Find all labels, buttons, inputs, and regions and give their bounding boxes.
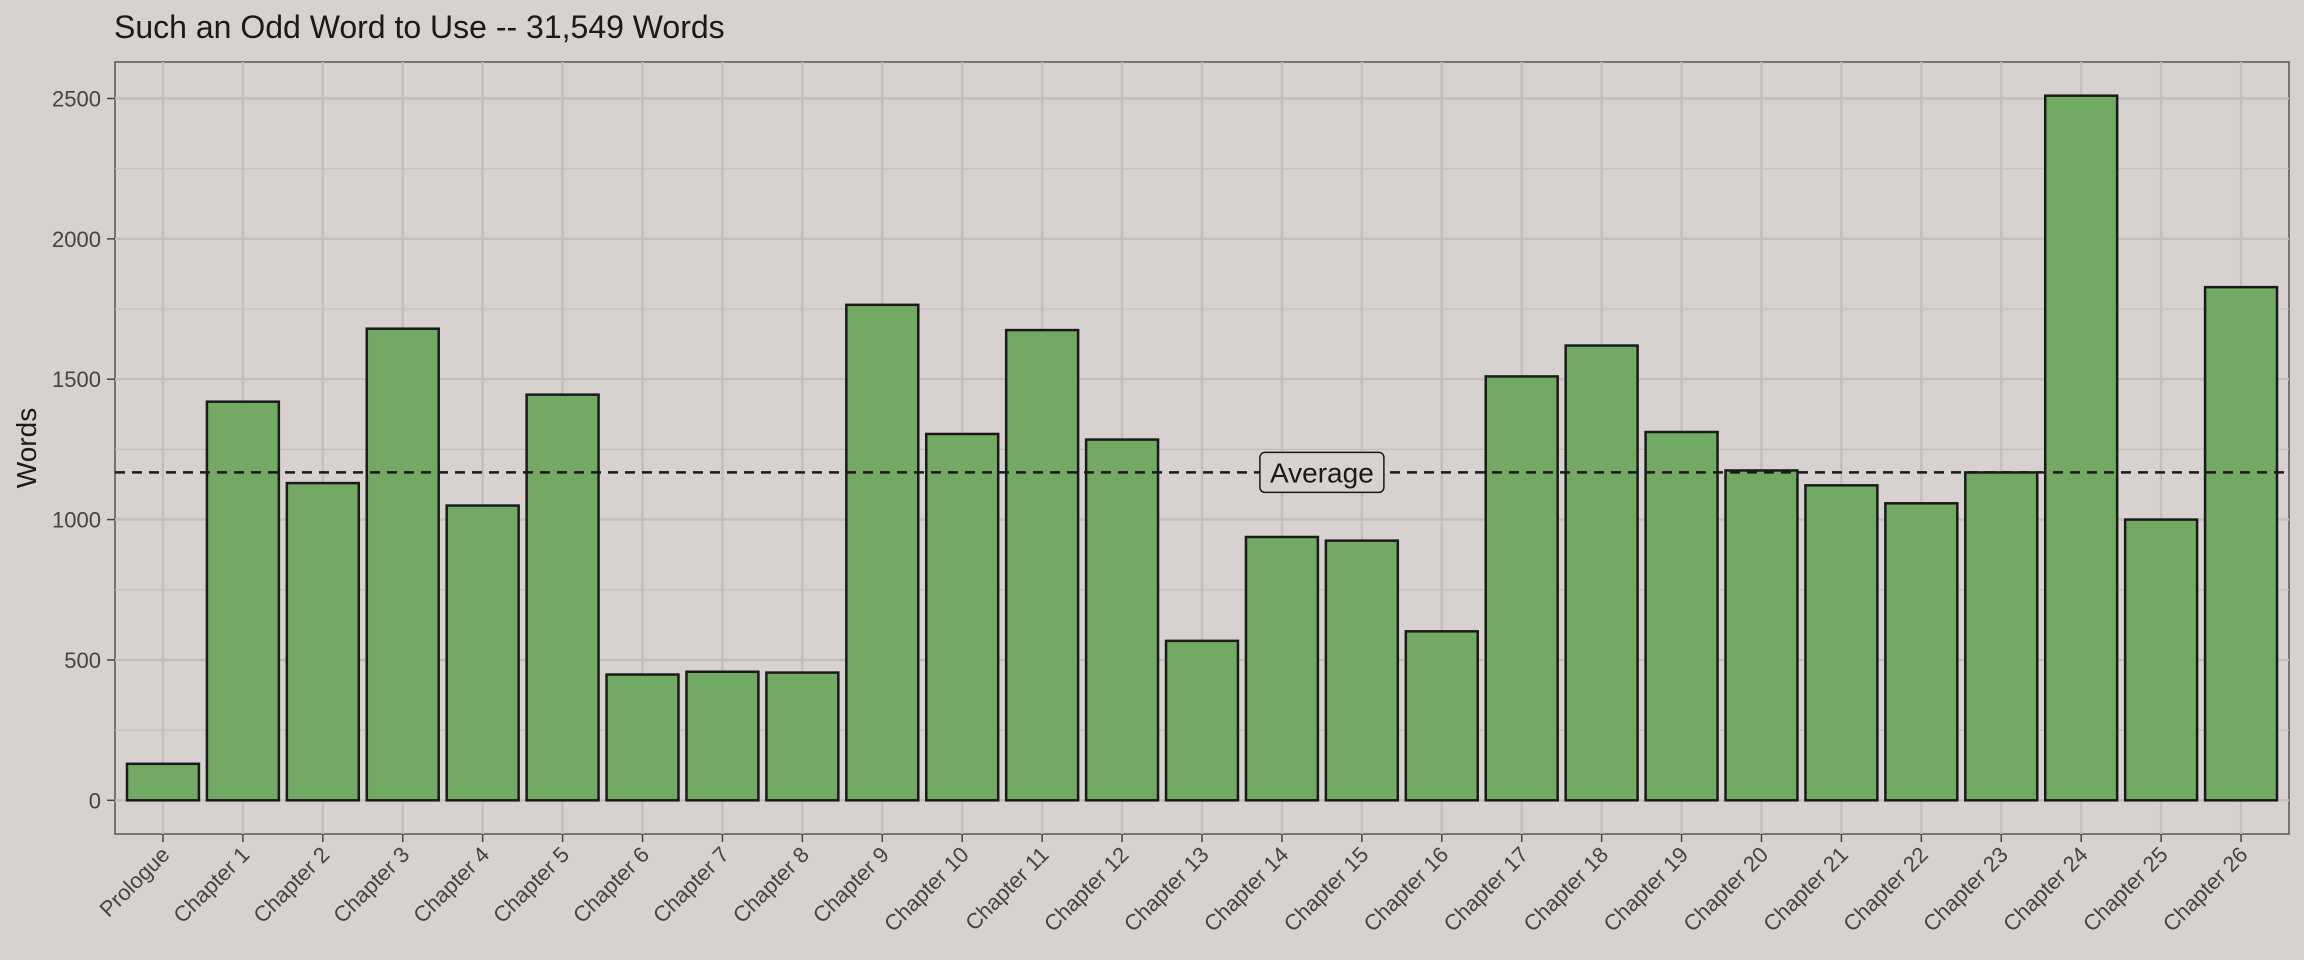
chart-title: Such an Odd Word to Use -- 31,549 Words [114,9,725,45]
x-tick-label: Chapter 20 [1678,842,1773,937]
x-tick-label: Chapter 12 [1039,842,1134,937]
x-tick-label: Chapter 17 [1439,842,1534,937]
bar [1404,630,1479,802]
bar [1884,502,1959,802]
x-tick-label: Chapter 18 [1519,842,1614,937]
x-tick-label: Chapter 19 [1598,842,1693,937]
bar [125,762,201,802]
bar [605,673,680,802]
bar [1164,639,1240,802]
bar [205,400,281,802]
x-tick-label: Chapter 9 [808,842,894,928]
x-tick-label: Prologue [95,842,175,922]
average-line-group: Average [115,451,2289,494]
x-tick-label: Chapter 5 [488,842,574,928]
bar [2203,285,2279,802]
bar [365,327,440,802]
y-tick-label: 2000 [52,227,101,252]
bar [1484,375,1559,802]
bar [2123,518,2199,802]
bar [1804,484,1879,802]
bar [525,393,600,802]
y-axis-label: Words [11,408,42,488]
y-tick-label: 2500 [52,86,101,111]
x-tick-label: Chapter 6 [568,842,654,928]
y-tick-label: 1500 [52,367,101,392]
bar [1724,469,1799,802]
bar [1004,328,1080,802]
x-tick-label: Chapter 15 [1279,842,1374,937]
x-tick-label: Chapter 11 [960,842,1053,935]
bar [925,432,1000,802]
x-tick-label: Chapter 25 [2078,842,2173,937]
bar [1564,344,1639,802]
average-label-box [1259,451,1385,494]
bar [685,670,760,802]
x-tick-label: Chapter 3 [328,842,414,928]
bar [445,504,520,802]
x-tick-label: Chapter 21 [1758,842,1853,937]
y-tick-label: 1000 [52,508,101,533]
average-label: Average [1270,457,1374,488]
bar [1244,535,1320,802]
bar [1964,471,2039,802]
x-tick-label: Chapter 14 [1199,842,1294,937]
x-tick-label: Chapter 16 [1359,842,1454,937]
bar [1324,539,1400,802]
x-tick-label: Chapter 24 [1998,842,2093,937]
x-tick-label: Chapter 2 [248,842,334,928]
x-tick-label: Chapter 13 [1119,842,1214,937]
bar [1644,430,1719,802]
x-tick-label: Chapter 7 [648,842,734,928]
y-axis: 0 500 1000 1500 2000 2500 [52,86,115,813]
bars [125,94,2279,802]
x-tick-label: Chapter 8 [728,842,814,928]
x-tick-label: Chapter 22 [1838,842,1933,937]
y-tick-label: 0 [89,788,101,813]
x-tick-label: Chapter 1 [168,842,254,928]
x-tick-label: Chapter 26 [2158,842,2253,937]
bar [765,671,840,802]
bar [1084,438,1160,802]
bar [285,481,361,802]
x-tick-label: Chapter 10 [879,842,974,937]
x-tick-label: Chapter 4 [408,842,494,928]
bar [2043,94,2119,802]
x-tick-label: Chapter 23 [1918,842,2013,937]
y-tick-label: 500 [64,648,101,673]
bar [845,303,920,802]
